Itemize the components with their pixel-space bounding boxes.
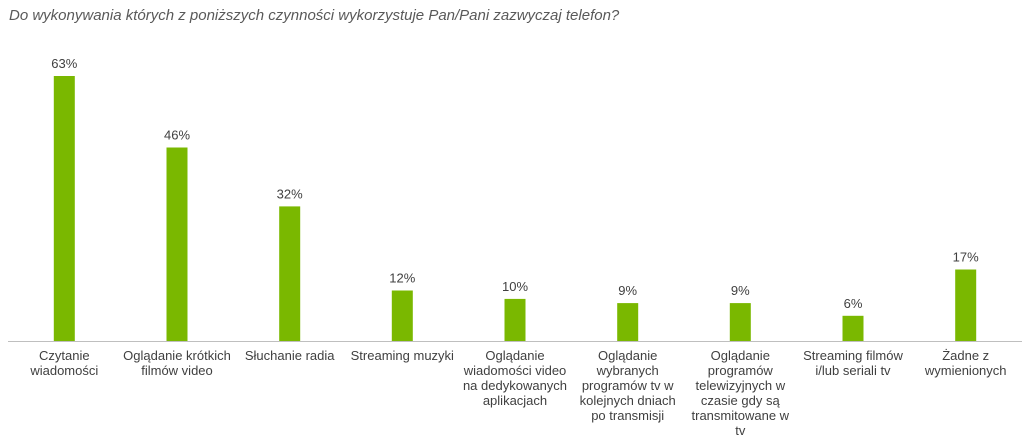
bar-9 [955, 269, 977, 341]
bar-7 [729, 303, 751, 341]
bar-4 [391, 290, 413, 341]
bar-6 [617, 303, 639, 341]
category-label-5: Oglądanie wiadomości video na dedykowanych… [463, 348, 567, 408]
value-label-4: 12% [389, 271, 415, 286]
category-label-9: Żadne z wymienionych [924, 348, 1007, 378]
bar-2 [166, 147, 188, 341]
category-label-8: Streaming filmów i/lub seriali tv [803, 348, 903, 378]
category-label-7: Oglądanie programów telewizyjnych w czasie … [692, 348, 790, 438]
value-labels-group: 63% 46% 32% 12% 10% 9% 9% 6% 17% [51, 56, 979, 311]
category-label-2: Oglądanie krótkich filmów video [123, 348, 231, 378]
value-label-7: 9% [731, 283, 750, 298]
category-label-4: Streaming muzyki [351, 348, 454, 363]
value-label-3: 32% [277, 186, 303, 201]
value-label-2: 46% [164, 128, 190, 143]
bar-5 [504, 298, 526, 341]
bars-group [53, 76, 977, 341]
chart-title: Do wykonywania których z poniższych czyn… [9, 7, 620, 24]
value-label-6: 9% [618, 283, 637, 298]
category-label-1: Czytanie wiadomości [29, 348, 98, 378]
bar-3 [279, 206, 301, 341]
value-label-8: 6% [844, 296, 863, 311]
value-label-9: 17% [953, 250, 979, 265]
bar-8 [842, 315, 864, 341]
category-labels-group: Czytanie wiadomości Oglądanie krótkich film… [29, 348, 1006, 438]
value-label-5: 10% [502, 279, 528, 294]
category-label-3: Słuchanie radia [245, 348, 335, 363]
category-label-6: Oglądanie wybranych programów tv w kolejnyc… [580, 348, 676, 423]
value-label-1: 63% [51, 56, 77, 71]
bar-1 [53, 76, 75, 341]
